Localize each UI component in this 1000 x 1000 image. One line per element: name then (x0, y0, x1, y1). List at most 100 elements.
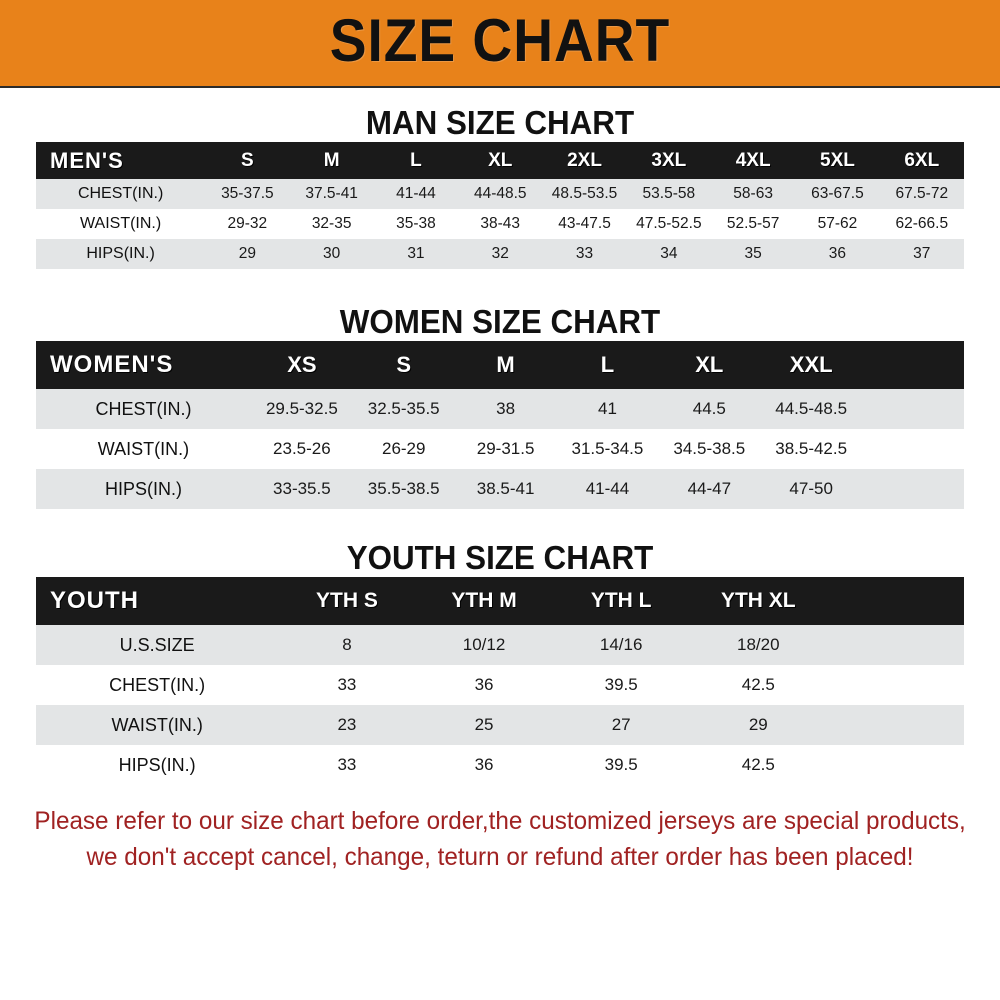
table-row: HIPS(IN.) 29 30 31 32 33 34 35 36 37 (36, 239, 964, 269)
size-column-header: M (496, 352, 515, 377)
measurement-value: 35-38 (373, 209, 459, 239)
youth-section-title: YOUTH SIZE CHART (346, 539, 654, 576)
measurement-value: 31.5-34.5 (556, 429, 659, 469)
measurement-value: 42.5 (689, 745, 827, 785)
measurement-value: 18/20 (689, 625, 827, 665)
women-size-section: WOMEN SIZE CHART WOMEN'S XS S M L XL XXL CHEST… (0, 269, 1000, 509)
table-row: U.S.SIZE 8 10/12 14/16 18/20 (36, 625, 964, 665)
measurement-value: 27 (552, 705, 690, 745)
measurement-value: 32-35 (289, 209, 374, 239)
measurement-value: 44-48.5 (458, 179, 543, 209)
measurement-value: 37 (879, 239, 964, 269)
measurement-value: 29.5-32.5 (250, 389, 353, 429)
table-corner-label: YOUTH (50, 587, 139, 614)
measurement-value: 35.5-38.5 (352, 469, 455, 509)
youth-table-body: YOUTH YTH S YTH M YTH L YTH XL U.S.SIZE 8 10/1… (36, 577, 964, 785)
measurement-value: 44-47 (658, 469, 761, 509)
measurement-value: 47-50 (760, 469, 863, 509)
measurement-value: 33 (278, 745, 416, 785)
table-row: HIPS(IN.) 33 36 39.5 42.5 (36, 745, 964, 785)
size-column-header: YTH XL (720, 589, 796, 612)
table-corner-label: WOMEN'S (50, 351, 174, 378)
size-column-header-empty (862, 341, 964, 389)
men-size-table: MEN'S S M L XL 2XL 3XL 4XL 5XL 6XL CHEST(IN.) 35-37… (36, 142, 964, 269)
measurement-value: 42.5 (689, 665, 827, 705)
measurement-value: 38-43 (458, 209, 543, 239)
measurement-value: 14/16 (552, 625, 690, 665)
page-banner: SIZE CHART (0, 0, 1000, 88)
measurement-label: U.S.SIZE (36, 625, 279, 665)
measurement-value: 41 (556, 389, 659, 429)
measurement-value: 39.5 (552, 745, 690, 785)
footer-note-line-2: we don't accept cancel, change, teturn o… (86, 843, 914, 872)
size-column-header: 6XL (904, 149, 940, 171)
measurement-value: 43-47.5 (542, 209, 627, 239)
measurement-label: CHEST(IN.) (36, 389, 251, 429)
measurement-value: 31 (373, 239, 459, 269)
measurement-value: 29-31.5 (454, 429, 557, 469)
size-column-header: 4XL (735, 149, 771, 171)
measurement-value: 57-62 (795, 209, 880, 239)
measurement-value: 8 (278, 625, 416, 665)
measurement-value: 32.5-35.5 (352, 389, 455, 429)
men-size-section: MAN SIZE CHART MEN'S S M L XL 2XL 3XL 4XL 5XL 6XL… (0, 88, 1000, 269)
table-row: CHEST(IN.) 35-37.5 37.5-41 41-44 44-48.5 48.5… (36, 179, 964, 209)
measurement-value-empty (862, 429, 964, 469)
table-row: HIPS(IN.) 33-35.5 35.5-38.5 38.5-41 41-44 44-… (36, 469, 964, 509)
measurement-value: 36 (415, 665, 553, 705)
size-column-header: M (323, 149, 340, 171)
measurement-label: HIPS(IN.) (36, 745, 279, 785)
measurement-label: HIPS(IN.) (36, 239, 206, 269)
youth-size-table: YOUTH YTH S YTH M YTH L YTH XL U.S.SIZE 8 10/1… (36, 577, 964, 785)
measurement-value: 34 (626, 239, 711, 269)
table-header-row: YOUTH YTH S YTH M YTH L YTH XL (36, 577, 964, 625)
size-column-header: XXL (789, 352, 833, 377)
table-row: WAIST(IN.) 23 25 27 29 (36, 705, 964, 745)
measurement-value: 29-32 (205, 209, 290, 239)
measurement-value: 29 (205, 239, 290, 269)
measurement-value: 44.5 (658, 389, 761, 429)
table-row: WAIST(IN.) 23.5-26 26-29 29-31.5 31.5-34.5 34… (36, 429, 964, 469)
size-column-header: 3XL (651, 149, 687, 171)
measurement-value: 36 (795, 239, 880, 269)
table-header-row: MEN'S S M L XL 2XL 3XL 4XL 5XL 6XL (36, 142, 964, 179)
measurement-value: 41-44 (556, 469, 659, 509)
men-table-body: MEN'S S M L XL 2XL 3XL 4XL 5XL 6XL CHEST(IN.) 35-37… (36, 142, 964, 269)
size-column-header: 5XL (820, 149, 855, 171)
measurement-value: 38.5-42.5 (760, 429, 863, 469)
measurement-value-empty (826, 625, 964, 665)
measurement-value: 32 (458, 239, 543, 269)
women-size-table: WOMEN'S XS S M L XL XXL CHEST(IN.) 29.5-32.5 32.… (36, 341, 964, 509)
measurement-value: 48.5-53.5 (542, 179, 627, 209)
measurement-value-empty (862, 389, 964, 429)
women-table-body: WOMEN'S XS S M L XL XXL CHEST(IN.) 29.5-32.5 32.… (36, 341, 964, 509)
measurement-value: 53.5-58 (626, 179, 711, 209)
size-column-header: YTH S (316, 589, 378, 612)
measurement-value: 33 (278, 665, 416, 705)
footer-note-line-1: Please refer to our size chart before or… (34, 807, 966, 835)
measurement-value: 10/12 (415, 625, 553, 665)
measurement-value: 33-35.5 (250, 469, 353, 509)
measurement-value: 25 (415, 705, 553, 745)
measurement-value: 63-67.5 (795, 179, 880, 209)
men-section-title: MAN SIZE CHART (365, 104, 635, 141)
measurement-value: 29 (689, 705, 827, 745)
size-column-header: S (241, 149, 254, 171)
measurement-value: 62-66.5 (879, 209, 964, 239)
size-column-header-empty (827, 577, 964, 625)
measurement-value: 23.5-26 (250, 429, 353, 469)
measurement-value: 67.5-72 (879, 179, 964, 209)
size-column-header: L (600, 352, 615, 377)
measurement-value: 35 (710, 239, 796, 269)
size-column-header: L (410, 149, 422, 171)
measurement-value: 37.5-41 (289, 179, 374, 209)
table-row: CHEST(IN.) 33 36 39.5 42.5 (36, 665, 964, 705)
measurement-label: WAIST(IN.) (36, 429, 251, 469)
youth-size-section: YOUTH SIZE CHART YOUTH YTH S YTH M YTH L YTH… (0, 509, 1000, 785)
measurement-value: 35-37.5 (205, 179, 290, 209)
measurement-label: HIPS(IN.) (36, 469, 251, 509)
size-column-header: XL (695, 352, 724, 377)
measurement-value: 23 (278, 705, 416, 745)
measurement-value: 30 (289, 239, 374, 269)
